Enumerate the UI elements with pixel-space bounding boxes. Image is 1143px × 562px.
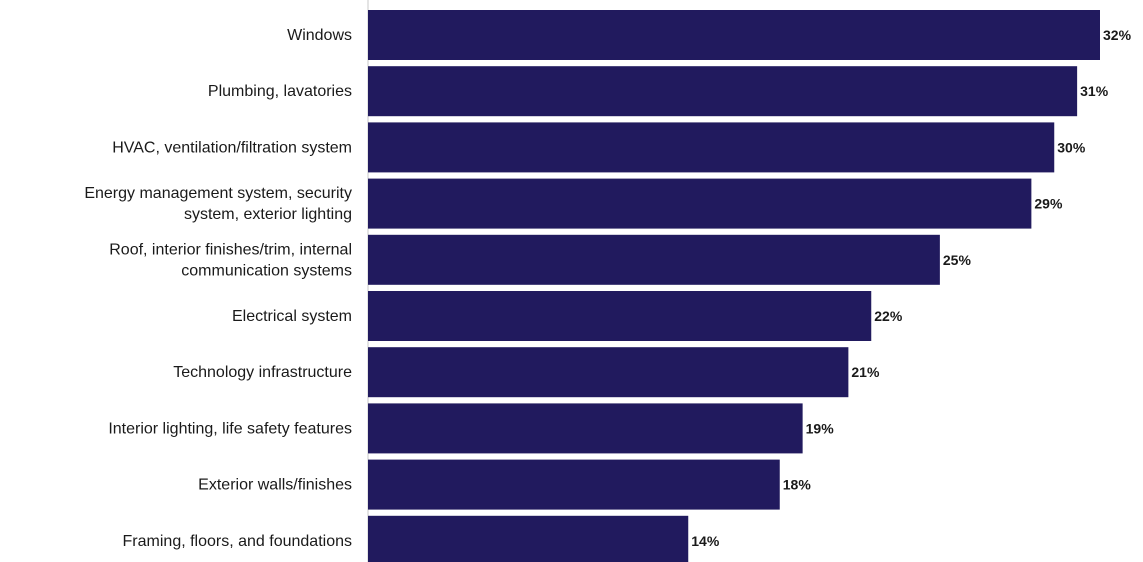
- bar: [368, 122, 1055, 173]
- bar: [368, 178, 1032, 229]
- category-label-line: system, exterior lighting: [184, 206, 352, 223]
- bar: [368, 347, 849, 398]
- bars-group: 32% Windows 31% Plumbing, lavatories 30% HVAC…: [84, 10, 1132, 562]
- bar: [368, 291, 872, 341]
- value-label: 21%: [851, 364, 880, 380]
- value-label: 30%: [1057, 139, 1086, 155]
- value-label: 22%: [874, 308, 903, 324]
- category-label: Interior lighting, life safety features: [108, 420, 352, 437]
- category-label-line: Interior lighting, life safety features: [108, 420, 352, 437]
- category-label-line: Technology infrastructure: [173, 364, 352, 381]
- category-label-line: Windows: [287, 27, 352, 44]
- value-label: 31%: [1080, 83, 1109, 99]
- category-label: HVAC, ventilation/filtration system: [112, 139, 352, 156]
- value-label: 29%: [1034, 196, 1063, 212]
- category-label-line: Energy management system, security: [84, 185, 352, 202]
- category-label: Technology infrastructure: [173, 364, 352, 381]
- category-label: Exterior walls/finishes: [198, 477, 352, 494]
- bar: [368, 515, 689, 562]
- category-label: Energy management system, security system…: [84, 185, 352, 223]
- category-label-line: Plumbing, lavatories: [208, 83, 352, 100]
- value-label: 19%: [806, 420, 835, 436]
- category-label-line: Electrical system: [232, 308, 352, 325]
- bar: [368, 66, 1078, 117]
- bar: [368, 459, 780, 510]
- category-label-line: communication systems: [181, 262, 352, 279]
- category-label-line: Framing, floors, and foundations: [123, 533, 352, 550]
- category-label-line: Roof, interior finishes/trim, internal: [109, 241, 352, 258]
- category-label: Framing, floors, and foundations: [123, 533, 352, 550]
- category-label: Roof, interior finishes/trim, internal co…: [109, 241, 352, 279]
- bar: [368, 10, 1100, 60]
- value-label: 14%: [691, 533, 720, 549]
- value-label: 32%: [1103, 27, 1132, 43]
- category-label: Plumbing, lavatories: [208, 83, 352, 100]
- bar: [368, 403, 803, 454]
- category-label: Electrical system: [232, 308, 352, 325]
- category-label-line: Exterior walls/finishes: [198, 477, 352, 494]
- bar: [368, 234, 940, 285]
- category-label-line: HVAC, ventilation/filtration system: [112, 139, 352, 156]
- category-label: Windows: [287, 27, 352, 44]
- value-label: 25%: [943, 252, 972, 268]
- value-label: 18%: [783, 477, 812, 493]
